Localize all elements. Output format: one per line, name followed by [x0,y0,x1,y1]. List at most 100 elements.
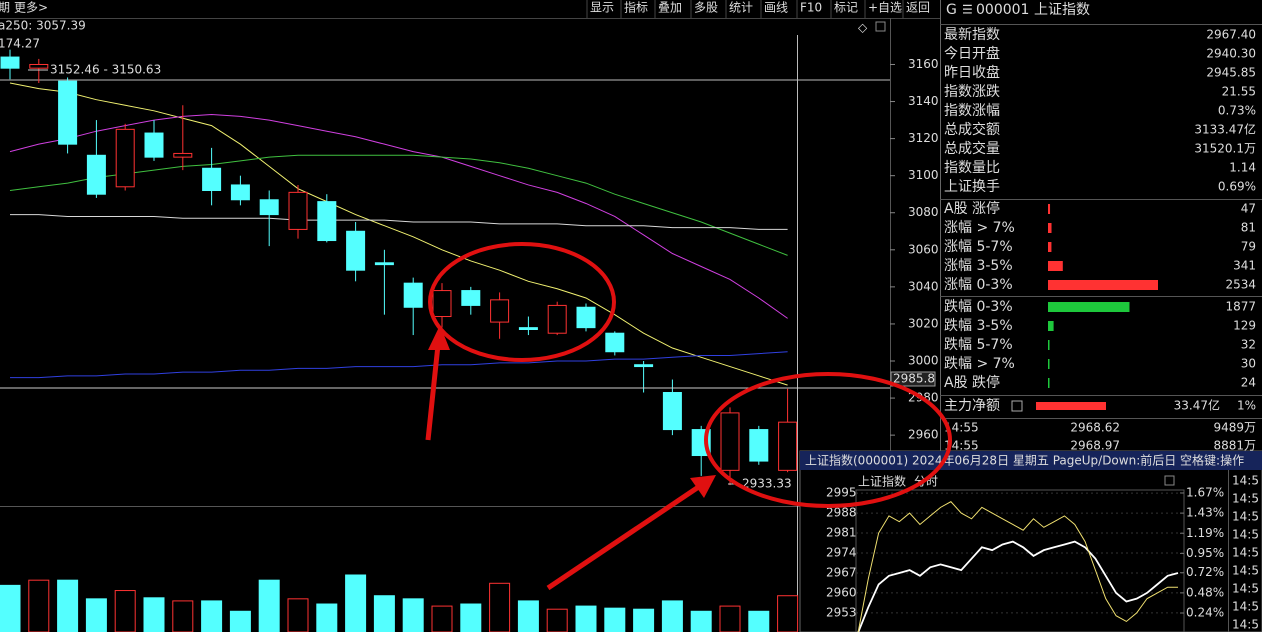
volume-bar [661,600,683,632]
info-label: 总成交额 [944,121,1000,138]
y-tick-label: 3140 [908,94,939,108]
breadth-value: 47 [1241,202,1256,216]
toolbar-button[interactable]: 标记 [834,1,858,15]
popup: 上证指数(000001) 2024年06月28日 星期五 PageUp/Down… [799,450,1262,632]
net-flow-pct: 1% [1237,399,1256,413]
volume-bar [345,574,367,632]
y-tick-label: 3000 [908,354,939,368]
volume-bar [517,600,539,632]
candle-body [518,327,538,330]
volume-bar [0,584,21,632]
volume-bar [604,607,626,632]
icon[interactable]: ◇ [858,21,868,35]
info-value: 21.55 [1222,85,1256,99]
tick-volume: 8881万 [1213,439,1256,453]
candle-body [403,282,423,308]
popup-time: 14:5 [1232,600,1259,614]
popup-frame [855,489,1185,632]
popup-y-label: 2995 [826,486,857,500]
breadth-bar [1048,378,1050,388]
toolbar-button[interactable]: 指标 [624,0,648,15]
annotations [425,242,952,591]
popup-y2-label: 0.72% [1186,565,1224,579]
toolbar-button[interactable]: 叠加 [658,1,682,15]
breadth-bar [1048,302,1130,312]
popup-time: 14:5 [1232,582,1259,596]
breadth-value: 30 [1241,357,1256,371]
popup-y2-label: 1.43% [1186,506,1224,520]
toolbar-button[interactable]: 多股 [694,1,718,15]
volume-bar [748,610,770,632]
toolbar-button[interactable]: F10 [800,1,822,15]
candle-body [662,392,682,431]
price-tag-label: 2985.8 [893,372,935,386]
volume-bar [114,590,136,632]
main-chart: 3160314031203100308030603040302030002980… [0,19,939,632]
popup-y2-label: 1.67% [1186,485,1224,499]
info-label: 最新指数 [944,27,1000,43]
net-flow-value: 33.47亿 [1174,398,1220,413]
popup-y2-label: 0.48% [1186,585,1224,599]
popup-time: 14:5 [1232,510,1259,524]
icon[interactable] [1164,475,1175,486]
highlight-circle [428,242,616,362]
toolbar-button[interactable]: 画线 [764,1,788,15]
info-label: 指数量比 [944,160,1000,176]
arrow-head [690,475,716,498]
y-tick-label: 3100 [908,168,939,182]
info-value: 0.73% [1218,104,1256,118]
info-value: 31520.1万 [1194,142,1256,156]
icon[interactable] [1011,400,1023,412]
breadth-bar [1048,340,1050,350]
popup-y-label: 2960 [826,585,857,599]
candle-body [29,63,49,69]
info-value: 2967.40 [1206,28,1256,42]
popup-y2-label: 0.95% [1186,546,1224,560]
y-tick-label: 3020 [908,316,939,330]
volume-bar [460,603,482,632]
volume-bar [373,595,395,632]
popup-title: 上证指数(000001) 2024年06月28日 星期五 PageUp/Down… [805,453,1244,468]
candle-body [144,132,164,158]
icon[interactable] [875,21,886,32]
candle-body [778,421,798,471]
breadth-value: 79 [1241,240,1256,254]
info-value: 0.69% [1218,180,1256,194]
candle-body [259,199,279,216]
stock-code: 000001 [976,2,1029,18]
info-label: 上证换手 [944,178,1000,195]
volume-bar [316,603,338,632]
candle-body [749,429,769,462]
breadth-label: A股 涨停 [944,200,1000,217]
breadth-label: 涨幅 3-5% [944,258,1013,274]
volume-bar [546,608,568,632]
breadth-label: 涨幅 > 7% [944,220,1015,236]
toolbar-button[interactable]: 统计 [729,1,753,15]
volume-bar [719,605,741,632]
candle-body [547,304,567,334]
y-tick-label: 3040 [908,279,939,293]
popup-y-label: 2974 [826,546,857,560]
breadth-value: 32 [1241,338,1256,352]
y-tick-label: 3160 [908,57,939,71]
price-tag [890,371,936,387]
volume-bar [575,605,597,632]
toolbar-link[interactable]: 更多> [14,1,48,15]
menu-icon[interactable]: ☰ [962,3,973,17]
moving-average [10,351,788,379]
candle-body [173,152,193,158]
info-value: 2945.85 [1206,66,1256,80]
legend-text: a250: 3057.39 [0,19,86,33]
tick-price: 2968.62 [1070,421,1120,435]
toolbar-button[interactable]: +自选 [868,1,902,15]
volume-bar [172,600,194,632]
breadth-label: A股 跌停 [944,374,1000,391]
breadth-value: 129 [1233,319,1256,333]
popup-titlebar [800,451,1262,470]
legend-text: 174.27 [0,37,40,51]
toolbar-button[interactable]: 显示 [590,1,614,15]
toolbar-button[interactable]: 返回 [906,1,930,15]
